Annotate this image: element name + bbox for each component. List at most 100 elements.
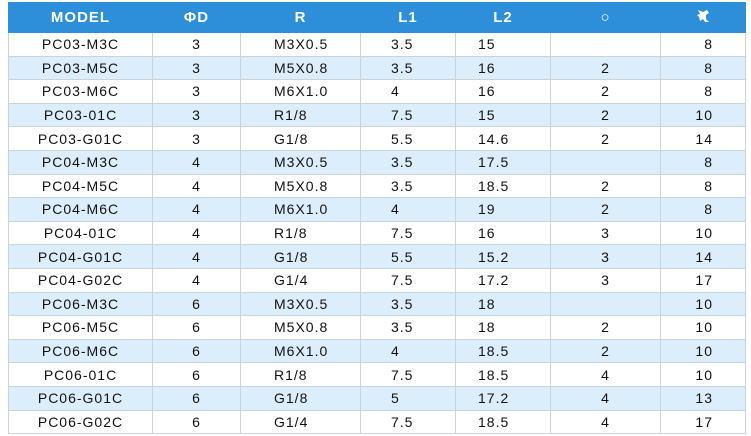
table-row: PC04-G02C 4 G1/4 7.5 17.2 3 17 <box>8 267 746 293</box>
table-cell: 4 <box>360 79 456 104</box>
table-cell: 8 <box>660 32 746 57</box>
table-row: PC04-01C 4 R1/8 7.5 16 3 10 <box>8 220 746 246</box>
table-cell: G1/4 <box>240 267 361 293</box>
header-row: MODEL ΦD R L1 L2 ○ <box>8 2 746 33</box>
table-cell: 4 <box>550 362 661 387</box>
table-cell: 16 <box>455 79 551 104</box>
table-cell: 6 <box>152 409 241 435</box>
table-cell: M6X1.0 <box>240 197 361 222</box>
table-cell: PC03-G01C <box>8 126 153 151</box>
table-cell <box>550 32 661 57</box>
table-cell: 10 <box>660 338 746 364</box>
table-cell: 6 <box>152 291 241 317</box>
table-cell: 4 <box>152 220 241 246</box>
table-cell: 16 <box>455 220 551 246</box>
table-cell: 18.5 <box>455 409 551 435</box>
table-cell: PC03-01C <box>8 102 153 128</box>
table-cell: 7.5 <box>360 267 456 293</box>
table-cell: 18.5 <box>455 362 551 387</box>
table-cell: R1/8 <box>240 362 361 387</box>
table-cell: 2 <box>550 338 661 364</box>
table-cell: 15 <box>455 102 551 128</box>
table-cell <box>550 291 661 317</box>
table-cell: PC04-M6C <box>8 197 153 222</box>
table-cell: 4 <box>152 149 241 175</box>
table-cell: 6 <box>152 385 241 411</box>
table-cell: 2 <box>550 102 661 128</box>
table-cell: 4 <box>152 267 241 293</box>
table-cell: 5 <box>360 385 456 411</box>
table-cell: 6 <box>152 338 241 364</box>
table-cell: 10 <box>660 362 746 387</box>
table-cell: PC04-G01C <box>8 244 153 269</box>
wrench-icon-header <box>660 2 746 33</box>
table-cell: 5.5 <box>360 126 456 151</box>
table-cell: PC04-M3C <box>8 149 153 175</box>
table-cell: 18.5 <box>455 173 551 199</box>
table-cell: 4 <box>152 173 241 199</box>
table-cell: G1/4 <box>240 409 361 435</box>
column-header: ○ <box>550 2 661 33</box>
table-cell: 2 <box>550 315 661 340</box>
table-cell: 4 <box>360 338 456 364</box>
table-cell: 7.5 <box>360 362 456 387</box>
table-cell: 3.5 <box>360 149 456 175</box>
table-cell: 7.5 <box>360 102 456 128</box>
table-cell <box>550 149 661 175</box>
table-cell: M6X1.0 <box>240 79 361 104</box>
table-cell: 4 <box>550 409 661 435</box>
table-cell: 2 <box>550 126 661 151</box>
table-cell: 6 <box>152 362 241 387</box>
table-row: PC03-01C 3 R1/8 7.5 15 2 10 <box>8 102 746 128</box>
table-cell: PC06-M5C <box>8 315 153 340</box>
table-cell: 4 <box>152 244 241 269</box>
table-cell: M3X0.5 <box>240 32 361 57</box>
table-cell: 3.5 <box>360 173 456 199</box>
table-cell: 16 <box>455 55 551 81</box>
column-header: R <box>240 2 361 33</box>
table-row: PC03-M6C 3 M6X1.0 4 16 2 8 <box>8 79 746 104</box>
table-cell: 4 <box>550 385 661 411</box>
table-row: PC06-G01C 6 G1/8 5 17.2 4 13 <box>8 385 746 411</box>
table-cell: 3 <box>152 126 241 151</box>
table-cell: 8 <box>660 55 746 81</box>
table-cell: 17 <box>660 267 746 293</box>
table-cell: 17.2 <box>455 267 551 293</box>
table-row: PC04-M3C 4 M3X0.5 3.5 17.5 8 <box>8 149 746 175</box>
table-cell: 2 <box>550 55 661 81</box>
table-cell: 2 <box>550 79 661 104</box>
table-cell: 17.2 <box>455 385 551 411</box>
table-cell: M6X1.0 <box>240 338 361 364</box>
column-header: ΦD <box>152 2 241 33</box>
table-cell: 5.5 <box>360 244 456 269</box>
table-cell: 10 <box>660 291 746 317</box>
table-cell: 14 <box>660 244 746 269</box>
table-cell: M5X0.8 <box>240 55 361 81</box>
table-row: PC06-M3C 6 M3X0.5 3.5 18 10 <box>8 291 746 317</box>
table-cell: PC04-G02C <box>8 267 153 293</box>
table-cell: 2 <box>550 197 661 222</box>
column-header: L1 <box>360 2 456 33</box>
table-cell: 3.5 <box>360 315 456 340</box>
table-cell: 3.5 <box>360 55 456 81</box>
table-cell: 15.2 <box>455 244 551 269</box>
table-cell: PC04-01C <box>8 220 153 246</box>
table-cell: PC06-G01C <box>8 385 153 411</box>
table-cell: 3 <box>152 79 241 104</box>
table-cell: 10 <box>660 220 746 246</box>
table-cell: 2 <box>550 173 661 199</box>
table-cell: PC03-M6C <box>8 79 153 104</box>
table-cell: 8 <box>660 173 746 199</box>
table-cell: 4 <box>152 197 241 222</box>
table-row: PC06-01C 6 R1/8 7.5 18.5 4 10 <box>8 362 746 387</box>
table-cell: 14.6 <box>455 126 551 151</box>
table-cell: 3.5 <box>360 32 456 57</box>
table-cell: PC04-M5C <box>8 173 153 199</box>
table-cell: 13 <box>660 385 746 411</box>
table-body: PC03-M3C 3 M3X0.5 3.5 15 8 PC03-M5C 3 M5X0.8 3.5 1… <box>8 32 746 435</box>
table-cell: 6 <box>152 315 241 340</box>
table-row: PC03-M3C 3 M3X0.5 3.5 15 8 <box>8 32 746 57</box>
table-cell: 15 <box>455 32 551 57</box>
table-cell: G1/8 <box>240 385 361 411</box>
